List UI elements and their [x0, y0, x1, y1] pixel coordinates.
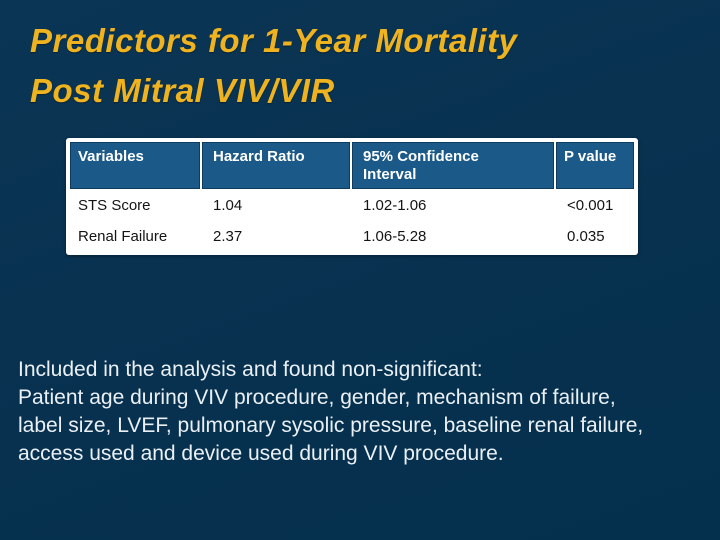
results-table-grid: Variables Hazard Ratio 95% Confidence In…	[70, 142, 634, 251]
note-line-4: access used and device used during VIV p…	[18, 442, 504, 465]
note-line-1: Included in the analysis and found non-s…	[18, 358, 483, 381]
note-line-2: Patient age during VIV procedure, gender…	[18, 386, 616, 409]
table-cell-variable-sts-score: STS Score	[70, 189, 202, 220]
title-line-1: Predictors for 1-Year Mortality	[30, 22, 518, 59]
table-cell-hazard-ratio-renal: 2.37	[202, 220, 352, 251]
table-cell-ci-sts: 1.02-1.06	[352, 189, 556, 220]
table-cell-ci-renal: 1.06-5.28	[352, 220, 556, 251]
table-header-hazard-ratio: Hazard Ratio	[202, 142, 352, 189]
table-cell-pvalue-renal: 0.035	[556, 220, 634, 251]
title-line-2: Post Mitral VIV/VIR	[30, 72, 335, 109]
table-cell-variable-renal-failure: Renal Failure	[70, 220, 202, 251]
table-cell-pvalue-sts: <0.001	[556, 189, 634, 220]
table-header-confidence-interval: 95% Confidence Interval	[352, 142, 556, 189]
note-line-3: label size, LVEF, pulmonary sysolic pres…	[18, 414, 644, 437]
table-header-variables: Variables	[70, 142, 202, 189]
results-table: Variables Hazard Ratio 95% Confidence In…	[66, 138, 638, 255]
table-header-p-value: P value	[556, 142, 634, 189]
table-cell-hazard-ratio-sts: 1.04	[202, 189, 352, 220]
slide-title: Predictors for 1-Year Mortality Post Mit…	[30, 16, 517, 116]
note-text: Included in the analysis and found non-s…	[18, 356, 710, 468]
